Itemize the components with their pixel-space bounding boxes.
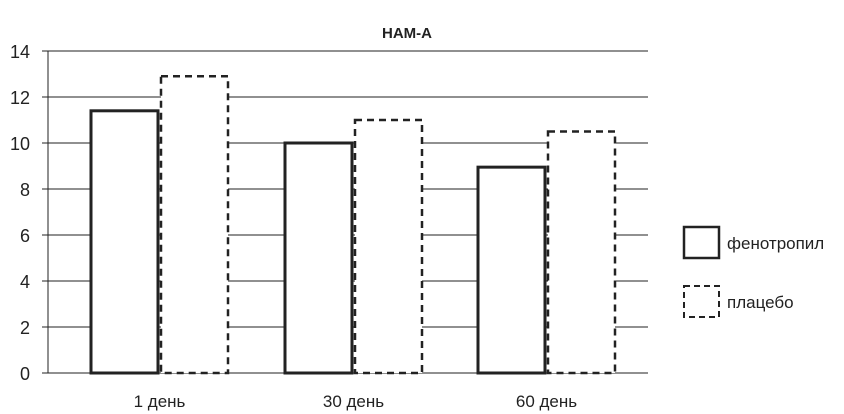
x-category-label: 30 день [323, 392, 384, 411]
legend-swatch [683, 285, 720, 318]
chart-title: HAM-A [382, 25, 432, 42]
bar-placebo [353, 118, 424, 375]
legend: фенотропил плацебо [682, 225, 824, 318]
y-tick-label: 2 [20, 318, 30, 338]
y-tick-label: 10 [10, 134, 30, 154]
y-tick-label: 14 [10, 42, 30, 62]
bar-placebo [546, 130, 617, 375]
legend-swatch [682, 225, 721, 260]
bar-placebo [159, 75, 230, 375]
bars [89, 75, 617, 375]
x-axis-categories: 1 день 30 день 60 день [134, 392, 578, 411]
x-category-label: 1 день [134, 392, 186, 411]
y-tick-label: 0 [20, 364, 30, 384]
y-tick-label: 8 [20, 180, 30, 200]
bar-fenotropil [283, 141, 354, 375]
x-category-label: 60 день [516, 392, 577, 411]
y-axis-ticks: 0 2 4 6 8 10 12 14 [10, 42, 30, 384]
bar-fenotropil [476, 165, 547, 375]
legend-label: фенотропил [727, 234, 824, 253]
y-tick-label: 12 [10, 88, 30, 108]
y-tick-label: 4 [20, 272, 30, 292]
bar-fenotropil [89, 109, 160, 375]
legend-label: плацебо [727, 293, 794, 312]
y-tick-label: 6 [20, 226, 30, 246]
